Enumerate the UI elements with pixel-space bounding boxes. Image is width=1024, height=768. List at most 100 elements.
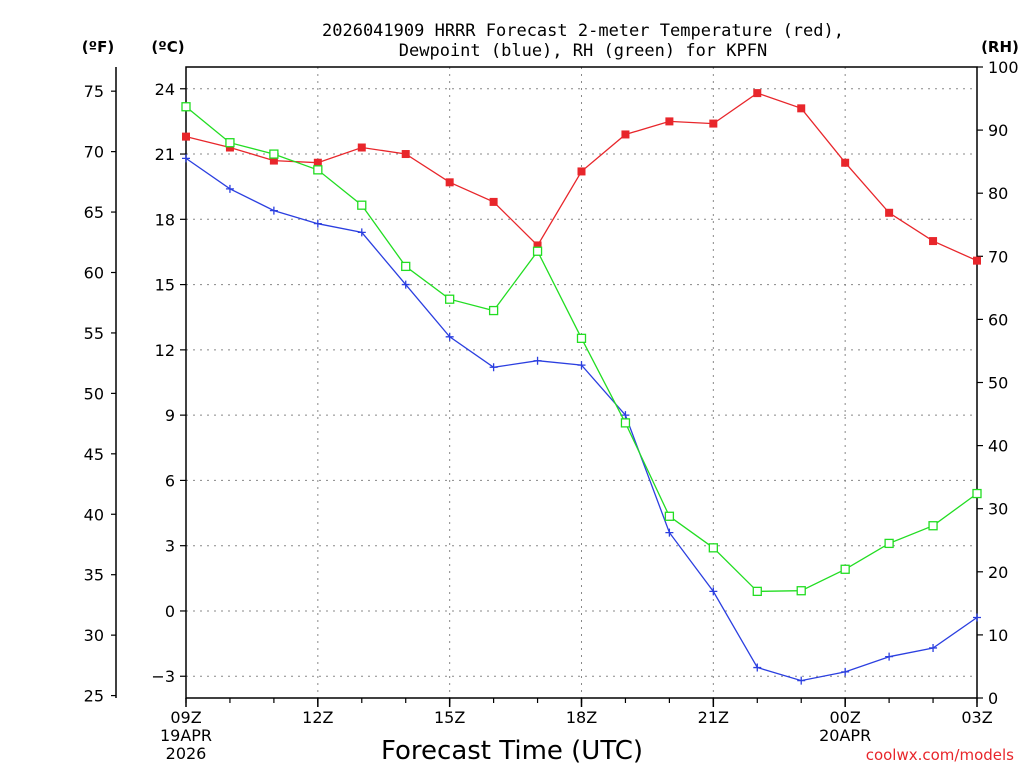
fahrenheit-tick-label: 60: [84, 263, 104, 282]
2-meter-temperature-point: [225, 143, 234, 152]
2-meter-temperature-point: [665, 117, 674, 126]
relative-humidity-point: [752, 586, 762, 597]
dewpoint-point: [665, 528, 674, 537]
fahrenheit-tick-label: 55: [84, 324, 104, 343]
fahrenheit-tick-label: 40: [84, 505, 104, 524]
celsius-tick-label: 18: [155, 210, 175, 229]
rh-tick-label: 40: [988, 437, 1008, 456]
rh-tick-label: 90: [988, 121, 1008, 140]
fahrenheit-unit-label: (ºF): [82, 38, 114, 56]
2-meter-temperature-point: [841, 158, 850, 167]
data-series: [181, 89, 982, 685]
2-meter-temperature-point: [489, 197, 498, 206]
relative-humidity-point: [576, 333, 587, 343]
relative-humidity-point: [401, 261, 411, 272]
relative-humidity-point: [532, 246, 543, 256]
2-meter-temperature-point: [753, 89, 762, 98]
credit-text: coolwx.com/models: [866, 746, 1014, 764]
celsius-tick-label: 21: [155, 145, 175, 164]
celsius-tick-label: 0: [165, 602, 175, 621]
x-tick-date-label: 20APR: [819, 726, 871, 745]
2-meter-temperature-point: [269, 156, 278, 165]
x-tick-label: 12Z: [302, 708, 333, 727]
rh-tick-label: 50: [988, 374, 1008, 393]
axes: [111, 66, 983, 707]
2-meter-temperature-point: [621, 130, 630, 139]
x-tick-label: 03Z: [961, 708, 992, 727]
x-tick-label: 09Z: [170, 708, 201, 727]
relative-humidity-point: [225, 138, 235, 148]
x-axis-title: Forecast Time (UTC): [381, 736, 643, 766]
x-tick-label: 18Z: [566, 708, 597, 727]
rh-tick-label: 10: [988, 626, 1008, 645]
2-meter-temperature-point: [577, 167, 586, 176]
x-tick-date-label: 19APR: [160, 726, 212, 745]
dewpoint-point: [269, 206, 278, 215]
rh-unit-label: (RH): [981, 38, 1019, 56]
relative-humidity-point: [664, 511, 675, 521]
fahrenheit-tick-label: 50: [84, 384, 104, 403]
dewpoint-point: [313, 219, 322, 228]
fahrenheit-tick-label: 45: [84, 445, 104, 464]
dewpoint-point: [489, 363, 498, 372]
dewpoint-point: [753, 663, 762, 672]
dewpoint-point: [445, 332, 454, 341]
dewpoint-point: [973, 613, 981, 622]
rh-tick-label: 0: [988, 689, 998, 708]
relative-humidity-point: [840, 564, 850, 574]
2-meter-temperature-point: [401, 150, 410, 159]
dewpoint-point: [929, 643, 938, 652]
dewpoint-point: [225, 184, 234, 193]
relative-humidity-point: [357, 200, 367, 210]
relative-humidity-point: [445, 294, 455, 304]
fahrenheit-tick-label: 25: [84, 687, 104, 706]
relative-humidity-point: [269, 149, 279, 159]
2-meter-temperature-point: [929, 237, 938, 246]
2-meter-temperature-point: [357, 143, 366, 152]
dewpoint-point: [577, 361, 586, 370]
celsius-tick-label: 6: [165, 471, 175, 490]
fahrenheit-tick-label: 35: [84, 566, 104, 585]
x-tick-label: 15Z: [434, 708, 465, 727]
dewpoint-point: [182, 154, 190, 163]
x-tick-year-label: 2026: [166, 744, 207, 763]
fahrenheit-tick-label: 75: [84, 82, 104, 101]
dewpoint-point: [401, 280, 410, 289]
relative-humidity-point: [708, 543, 718, 553]
2-meter-temperature-point: [797, 104, 806, 113]
dewpoint-point: [533, 356, 542, 365]
dewpoint-point: [709, 587, 718, 596]
x-tick-label: 21Z: [698, 708, 729, 727]
rh-tick-label: 60: [988, 310, 1008, 329]
rh-tick-label: 100: [988, 58, 1019, 77]
2-meter-temperature-point: [313, 158, 322, 167]
2-meter-temperature-point: [709, 119, 718, 128]
relative-humidity-point: [488, 305, 499, 316]
2-meter-temperature-point: [182, 132, 190, 141]
relative-humidity-point: [972, 488, 982, 499]
celsius-tick-label: 15: [155, 276, 175, 295]
rh-tick-label: 70: [988, 247, 1008, 266]
tick-labels: 25 30 35 40 45 50 55 60 65 70 75 −3 0 3 6 9 12 15 18 21 24 0 1…: [84, 58, 1019, 763]
dewpoint-point: [885, 652, 894, 661]
relative-humidity-point: [928, 521, 938, 531]
dewpoint-point: [797, 676, 806, 685]
dewpoint-point: [621, 411, 630, 420]
rh-tick-label: 80: [988, 184, 1008, 203]
celsius-tick-label: 3: [165, 537, 175, 556]
celsius-unit-label: (ºC): [151, 38, 184, 56]
chart-title-line1: 2026041909 HRRR Forecast 2-meter Tempera…: [322, 21, 844, 41]
dewpoint-point: [841, 667, 850, 676]
celsius-tick-label: −3: [151, 667, 175, 686]
x-tick-label: 00Z: [830, 708, 861, 727]
celsius-tick-label: 12: [155, 341, 175, 360]
celsius-tick-label: 9: [165, 406, 175, 425]
rh-tick-label: 30: [988, 500, 1008, 519]
2-meter-temperature-point: [973, 256, 981, 265]
fahrenheit-tick-label: 30: [84, 626, 104, 645]
relative-humidity-point: [796, 586, 806, 596]
2-meter-temperature-point: [445, 178, 454, 187]
2-meter-temperature-point: [885, 208, 894, 217]
2-meter-temperature-point: [533, 241, 542, 250]
